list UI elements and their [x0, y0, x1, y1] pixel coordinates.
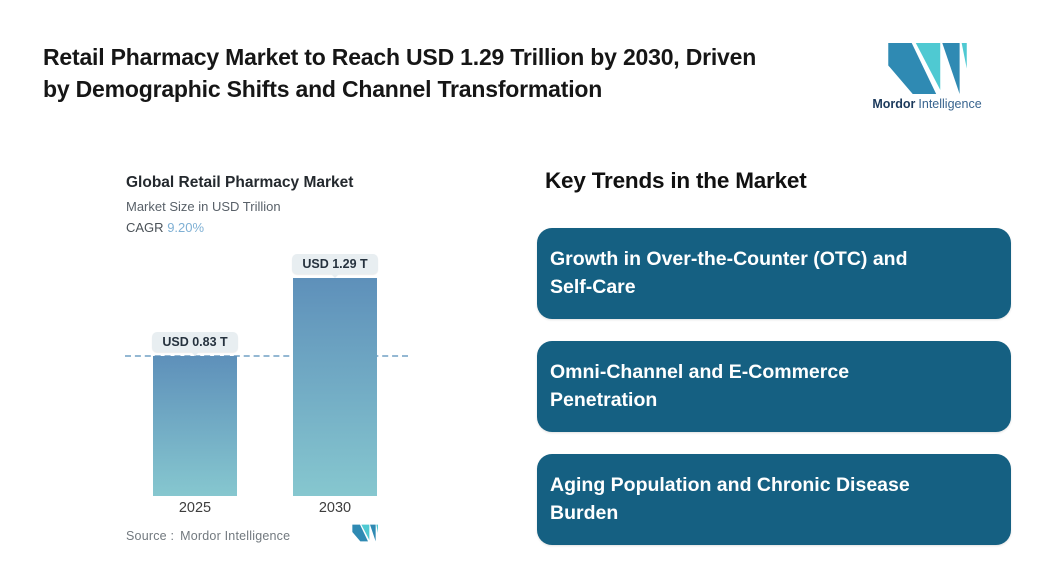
page-title-line-2: by Demographic Shifts and Channel Transf…	[43, 76, 603, 102]
cagr-label: CAGR	[126, 220, 164, 235]
page-title-line-1: Retail Pharmacy Market to Reach USD 1.29…	[43, 44, 757, 70]
market-size-chart: Global Retail Pharmacy Market Market Siz…	[125, 172, 426, 562]
value-label-2030: USD 1.29 T	[292, 254, 378, 274]
trend-card-line: Growth in Over-the-Counter (OTC) and	[550, 248, 908, 271]
source-label: Source :	[126, 529, 175, 543]
brand-name-secondary: Intelligence	[918, 97, 982, 111]
trend-card-line: Burden	[550, 501, 619, 524]
bar-plot: USD 0.83 T USD 1.29 T	[125, 254, 426, 496]
bar-rect-2025	[153, 356, 237, 496]
chart-subtitle: Market Size in USD Trillion	[126, 199, 281, 214]
trend-card-line: Aging Population and Chronic Disease	[550, 474, 910, 497]
trend-card-line: Penetration	[550, 388, 658, 411]
brand-name: Mordor Intelligence	[872, 97, 981, 111]
brand-name-primary: Mordor	[872, 97, 916, 111]
bar-2030: USD 1.29 T	[292, 254, 378, 496]
chart-cagr: CAGR 9.20%	[126, 220, 426, 235]
trends-heading: Key Trends in the Market	[545, 168, 807, 193]
x-tick-2025: 2025	[178, 500, 212, 516]
reference-line	[125, 355, 408, 357]
trend-card-omni-channel: Omni-Channel and E-Commerce Penetration	[537, 341, 1011, 432]
bar-rect-2030	[293, 278, 377, 496]
trend-card-line: Self-Care	[550, 275, 636, 298]
mordor-logo-icon	[887, 42, 967, 95]
cagr-value: 9.20%	[167, 220, 205, 235]
page-title: Retail Pharmacy Market to Reach USD 1.29…	[43, 41, 868, 105]
mordor-logo-mini-icon	[352, 524, 378, 542]
trend-card-otc-self-care: Growth in Over-the-Counter (OTC) and Sel…	[537, 228, 1011, 319]
source-value: Mordor Intelligence	[180, 529, 291, 543]
x-tick-2030: 2030	[318, 500, 352, 516]
trend-card-aging-population: Aging Population and Chronic Disease Bur…	[537, 454, 1011, 545]
trend-card-line: Omni-Channel and E-Commerce	[550, 361, 850, 384]
chart-title: Global Retail Pharmacy Market	[126, 174, 354, 191]
bar-2025: USD 0.83 T	[152, 332, 238, 496]
source-note: Source : Mordor Intelligence	[126, 529, 290, 543]
brand-logo: Mordor Intelligence	[867, 42, 987, 111]
value-label-2025: USD 0.83 T	[152, 332, 238, 352]
